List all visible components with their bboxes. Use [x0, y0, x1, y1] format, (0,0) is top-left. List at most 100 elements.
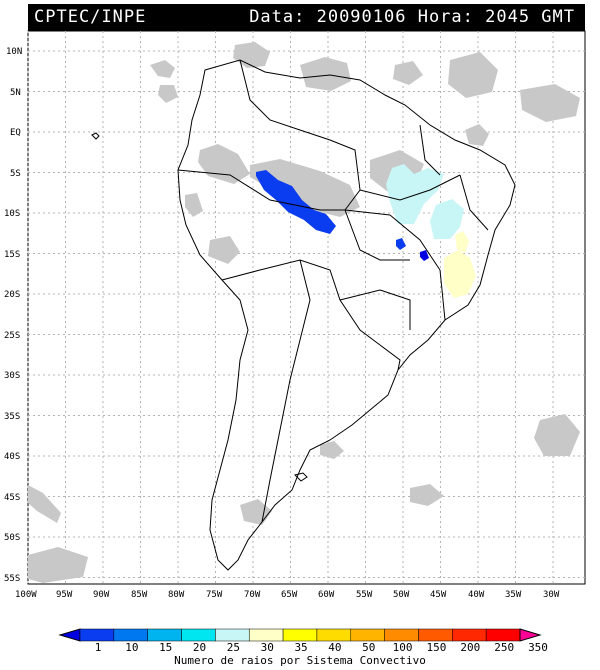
colorbar-title: Numero de raios por Sistema Convectivo [174, 654, 426, 667]
colorbar-label: 10 [125, 641, 138, 654]
colorbar-segment [316, 628, 352, 642]
lon-label: 35W [505, 590, 522, 600]
colorbar-segment [147, 628, 182, 642]
colorbar: 1 10 15 20 25 30 35 40 50 100 150 200 250 350 [58, 628, 548, 654]
lon-label: 45W [430, 590, 447, 600]
convective-systems [256, 164, 476, 298]
country-border [379, 344, 401, 371]
cloud-patch [534, 414, 580, 456]
convective-system-blue-spot [420, 250, 429, 261]
state-border [359, 174, 461, 201]
lat-label: 5N [10, 88, 21, 98]
lon-label: 100W [15, 590, 37, 600]
south-america-coastline [177, 59, 516, 571]
map-frame [27, 30, 586, 585]
lon-label: 80W [168, 590, 185, 600]
cloud-patch [410, 484, 444, 506]
colorbar-arrow-high [519, 628, 542, 642]
convective-system-pale-yellow [455, 231, 469, 253]
colorbar-label: 350 [528, 641, 548, 654]
colorbar-label: 50 [362, 641, 375, 654]
cloud-cover [28, 42, 580, 583]
country-border [177, 169, 391, 216]
longitude-labels: 100W 95W 90W 85W 80W 75W 70W 65W 60W 55W… [15, 590, 560, 600]
lat-label: 10N [6, 47, 22, 57]
colorbar-label: 25 [227, 641, 240, 654]
lat-label: 40S [4, 452, 20, 462]
lon-label: 90W [93, 590, 110, 600]
cloud-patch [465, 124, 489, 146]
cloud-patch [28, 485, 61, 523]
lon-label: 70W [244, 590, 261, 600]
colorbar-arrow-low [58, 628, 81, 642]
lat-label: 35S [4, 412, 20, 422]
lon-label: 30W [543, 590, 560, 600]
cloud-patch [208, 236, 240, 264]
colorbar-label: 1 [95, 641, 102, 654]
cloud-patch [520, 84, 580, 122]
latitude-labels: 10N 5N EQ 5S 10S 15S 20S 25S 30S 35S 40S… [4, 47, 22, 584]
header-datetime: Data: 20090106 Hora: 2045 GMT [249, 7, 575, 27]
colorbar-label: 15 [159, 641, 172, 654]
lon-label: 55W [356, 590, 373, 600]
lat-label: 5S [10, 169, 21, 179]
state-border [419, 124, 441, 176]
lat-label: 15S [4, 250, 20, 260]
cloud-patch [320, 441, 344, 459]
colorbar-segment [282, 628, 318, 642]
cloud-patch [300, 57, 351, 91]
cloud-patch [250, 159, 360, 217]
cloud-patch [240, 499, 272, 525]
colorbar-segment [79, 628, 115, 642]
cloud-patch [198, 144, 250, 184]
lon-label: 50W [393, 590, 410, 600]
lon-label: 60W [318, 590, 335, 600]
state-border [459, 174, 489, 231]
colorbar-segment [215, 628, 250, 642]
lat-label: 25S [4, 331, 20, 341]
coastlines-and-borders [91, 59, 516, 571]
galapagos [91, 132, 100, 140]
lat-label: 50S [4, 533, 20, 543]
colorbar-segment [452, 628, 487, 642]
lon-label: 75W [206, 590, 223, 600]
colorbar-segment [181, 628, 216, 642]
colorbar-label: 100 [393, 641, 413, 654]
header-source: CPTEC/INPE [34, 7, 147, 27]
colorbar-segment [418, 628, 453, 642]
cloud-patch [448, 52, 498, 98]
lat-label: 45S [4, 493, 20, 503]
lat-label: 55S [4, 574, 20, 584]
convective-system-pale-yellow [444, 250, 476, 298]
convective-system-light-cyan [430, 199, 464, 239]
convective-system-light-cyan [386, 164, 444, 224]
lat-label: 20S [4, 290, 20, 300]
lat-label: 30S [4, 371, 20, 381]
colorbar-segment [248, 628, 284, 642]
colorbar-segment [350, 628, 385, 642]
country-border [339, 289, 411, 330]
colorbar-label: 20 [193, 641, 206, 654]
cloud-patch [150, 60, 175, 78]
cloud-patch [185, 193, 203, 217]
convective-system-blue-spot [396, 238, 406, 250]
colorbar-label: 35 [294, 641, 307, 654]
state-border [344, 209, 410, 261]
map-header: CPTEC/INPE Data: 20090106 Hora: 2045 GMT [28, 4, 585, 31]
falklands [294, 472, 308, 482]
colorbar-label: 250 [494, 641, 514, 654]
cloud-patch [393, 61, 423, 85]
lon-label: 65W [281, 590, 298, 600]
colorbar-label: 150 [427, 641, 447, 654]
state-border [389, 214, 446, 321]
country-border [261, 259, 311, 523]
colorbar-label: 200 [460, 641, 480, 654]
cloud-patch [158, 85, 178, 103]
cloud-patch [28, 547, 88, 583]
colorbar-label: 30 [261, 641, 274, 654]
colorbar-segment [485, 628, 521, 642]
lat-label: 10S [4, 209, 20, 219]
country-border [221, 259, 381, 346]
lat-label: EQ [10, 128, 21, 138]
